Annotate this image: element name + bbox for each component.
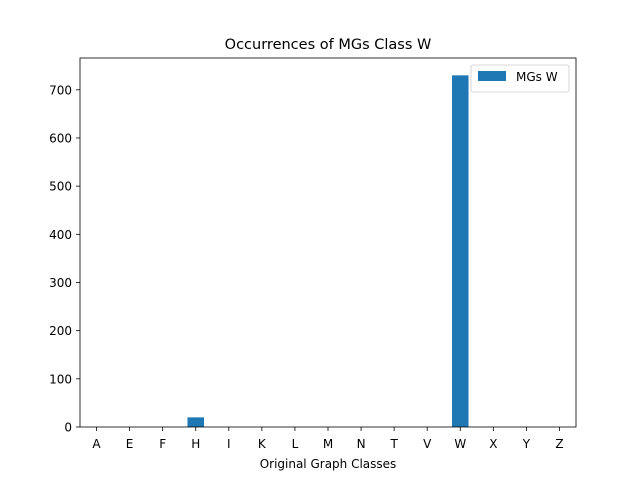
bar-H (187, 417, 204, 427)
x-tick-label: L (292, 437, 299, 451)
y-tick-label: 700 (49, 83, 72, 97)
x-tick-label: A (92, 437, 101, 451)
y-tick-label: 300 (49, 276, 72, 290)
x-tick-label: X (489, 437, 497, 451)
x-tick-label: N (357, 437, 366, 451)
bars-group (187, 75, 469, 427)
bar-W (452, 75, 469, 427)
x-tick-label: Y (522, 437, 531, 451)
y-tick-label: 0 (64, 421, 72, 435)
legend-swatch (478, 71, 506, 81)
legend: MGs W (470, 64, 570, 93)
y-tick-label: 500 (49, 180, 72, 194)
x-tick-label: F (159, 437, 166, 451)
x-tick-label: K (258, 437, 267, 451)
x-tick-label: T (389, 437, 398, 451)
legend-label: MGs W (516, 70, 558, 84)
y-tick-label: 200 (49, 324, 72, 338)
x-axis-label: Original Graph Classes (260, 457, 397, 471)
x-tick-label: H (191, 437, 200, 451)
x-tick-label: E (126, 437, 134, 451)
x-tick-label: I (227, 437, 231, 451)
y-axis: 0 100 200 300 400 500 600 700 (49, 83, 80, 435)
x-tick-label: M (323, 437, 333, 451)
x-tick-label: Z (555, 437, 563, 451)
y-tick-label: 400 (49, 228, 72, 242)
y-tick-label: 100 (49, 372, 72, 386)
x-tick-label: V (423, 437, 432, 451)
y-tick-label: 600 (49, 131, 72, 145)
x-tick-label: W (454, 437, 466, 451)
chart-title: Occurrences of MGs Class W (225, 37, 432, 53)
